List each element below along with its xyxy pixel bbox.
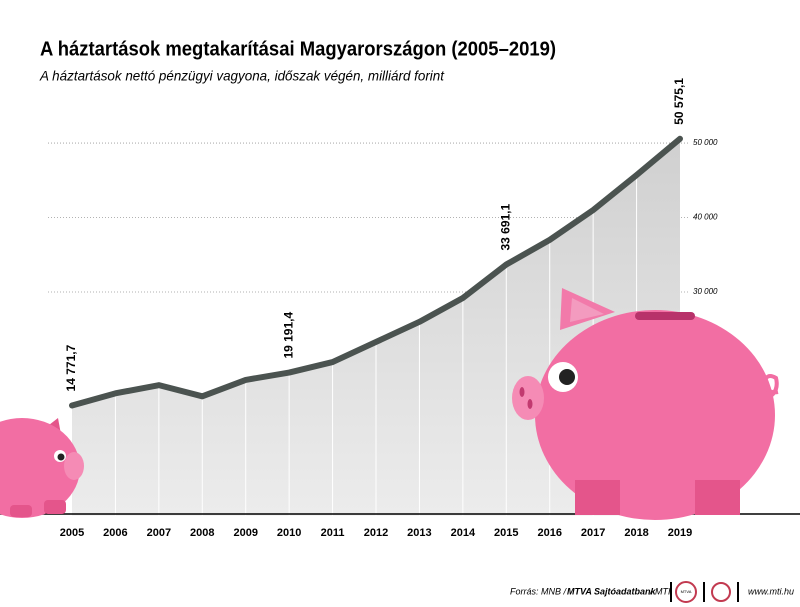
y-tick-label: 40 000 <box>693 213 718 222</box>
source-agency: MTVA Sajtóadatbank <box>567 586 657 596</box>
chart-subtitle: A háztartások nettó pénzügyi vagyona, id… <box>39 68 445 84</box>
x-tick-label: 2010 <box>277 527 301 539</box>
x-tick-label: 2019 <box>668 527 692 539</box>
footer: Forrás: MNB / MTVA Sajtóadatbank / MTI M… <box>510 581 794 603</box>
x-tick-label: 2007 <box>147 527 171 539</box>
y-tick-label: 50 000 <box>693 138 718 147</box>
y-tick-label: 30 000 <box>693 287 718 296</box>
piggy-large <box>512 288 779 520</box>
x-tick-label: 2013 <box>407 527 431 539</box>
line-layer: 30 000 40 000 50 000 2005 14 771,7 2006 2007 20… <box>60 78 718 539</box>
x-tick-label: 2014 <box>451 527 476 539</box>
value-label: 50 575,1 <box>672 78 686 125</box>
value-label: 19 191,4 <box>281 312 295 359</box>
value-label: 14 771,7 <box>64 344 78 391</box>
source-prefix: Forrás: MNB / <box>510 586 568 596</box>
source-suffix: / MTI <box>649 586 671 596</box>
x-tick-label: 2016 <box>537 527 561 539</box>
logo-ring <box>711 582 731 602</box>
x-tick-label: 2005 <box>60 527 84 539</box>
grid <box>48 142 690 293</box>
x-tick-label: 2017 <box>581 527 605 539</box>
x-tick-label: 2011 <box>321 527 345 539</box>
x-tick-label: 2015 <box>494 527 518 539</box>
source-url: www.mti.hu <box>748 586 794 596</box>
data-line <box>69 135 683 409</box>
logo-text: MTVA <box>681 589 692 594</box>
x-tick-label: 2008 <box>190 527 214 539</box>
x-tick-label: 2006 <box>103 527 127 539</box>
x-tick-label: 2009 <box>233 527 257 539</box>
chart-title: A háztartások megtakarításai Magyarorszá… <box>40 38 556 60</box>
area <box>72 138 680 516</box>
value-label: 33 691,1 <box>498 203 512 250</box>
logo-ring <box>675 581 697 603</box>
x-tick-label: 2012 <box>364 527 388 539</box>
piggy-small <box>0 418 84 518</box>
x-tick-label: 2018 <box>624 527 648 539</box>
